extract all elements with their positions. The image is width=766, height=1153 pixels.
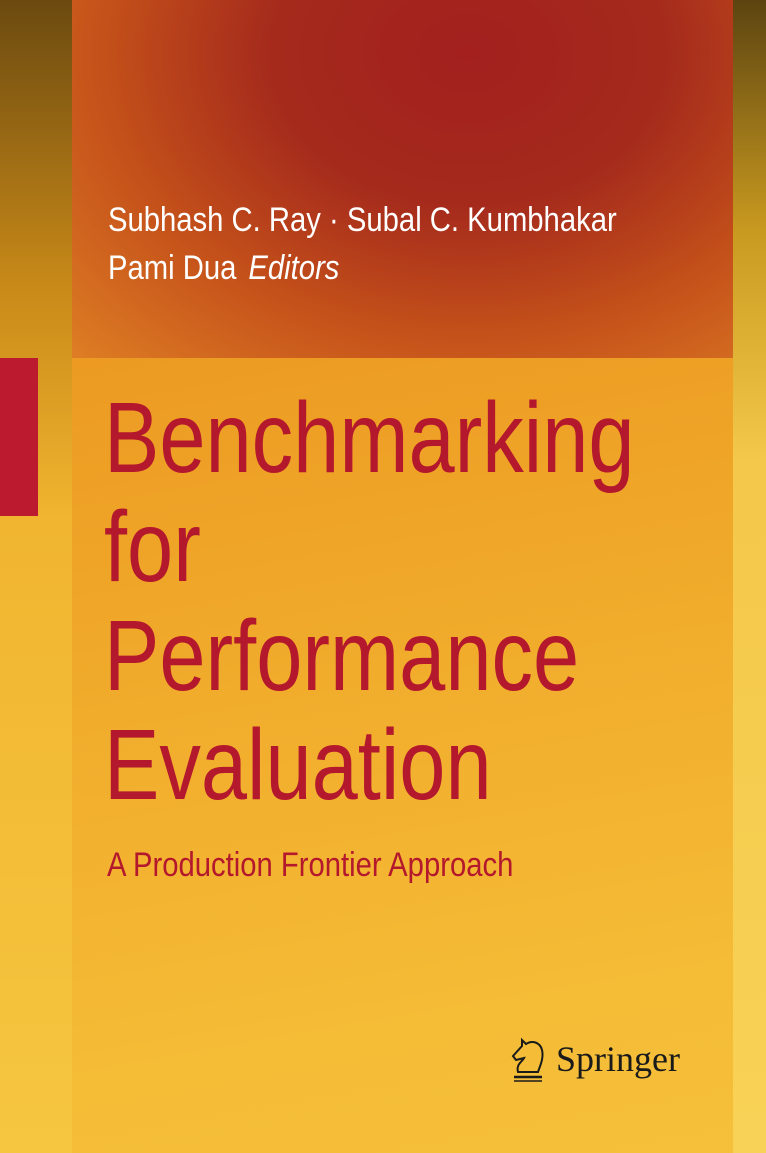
left-strip bbox=[0, 0, 72, 1153]
book-title: Benchmarking for Performance Evaluation bbox=[104, 384, 635, 820]
title-line: Benchmarking bbox=[104, 382, 635, 494]
authors: Subhash C. Ray · Subal C. Kumbhakar Pami… bbox=[108, 196, 617, 292]
title-line: for bbox=[104, 491, 201, 603]
publisher-logo: Springer bbox=[510, 1036, 680, 1082]
authors-line-1: Subhash C. Ray · Subal C. Kumbhakar bbox=[108, 201, 617, 239]
right-strip bbox=[733, 0, 766, 1153]
title-line: Performance bbox=[104, 600, 580, 712]
publisher-name: Springer bbox=[556, 1039, 680, 1079]
book-subtitle: A Production Frontier Approach bbox=[107, 846, 514, 884]
accent-bar bbox=[0, 358, 38, 516]
editors-label: Editors bbox=[248, 249, 340, 287]
main-panel bbox=[72, 358, 733, 1153]
authors-line-2: Pami Dua bbox=[108, 249, 237, 287]
title-line: Evaluation bbox=[104, 709, 492, 821]
top-panel bbox=[72, 0, 733, 358]
springer-horse-icon bbox=[511, 1037, 544, 1082]
